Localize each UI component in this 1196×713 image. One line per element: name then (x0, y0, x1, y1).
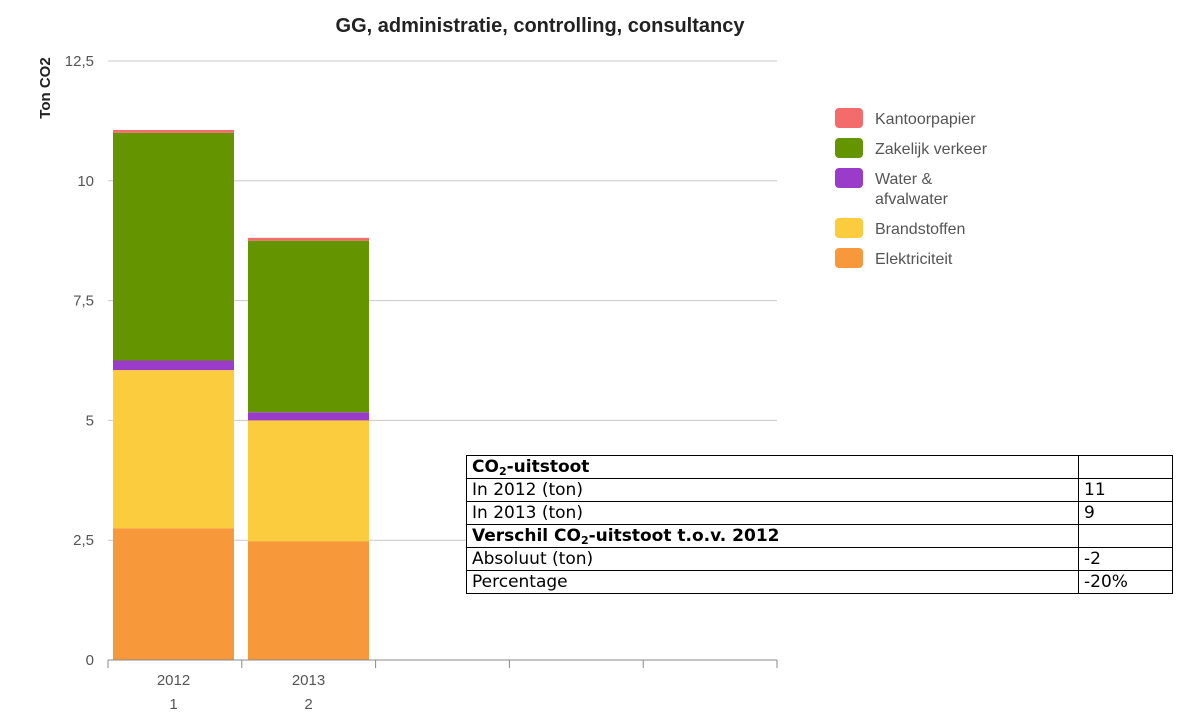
legend-label: afvalwater (875, 191, 949, 208)
y-tick-label: 12,5 (65, 53, 94, 70)
table-header: CO2-uitstoot (466, 455, 1079, 479)
bar-segment (113, 130, 234, 133)
x-axis: 2012 1 2013 2 (107, 659, 778, 713)
bar-segment (248, 237, 369, 241)
legend-label: Elektriciteit (875, 251, 953, 268)
y-tick-label: 5 (86, 412, 94, 429)
legend-swatch (835, 248, 863, 268)
table-row: Percentage -20% (466, 570, 1173, 594)
header-text-prefix: CO (472, 457, 499, 477)
bar-segment (113, 528, 234, 660)
header-text-sub: 2 (498, 465, 507, 478)
y-tick-labels: 0 2,5 5 7,5 10 12,5 (65, 53, 94, 669)
row-label: Absoluut (ton) (466, 547, 1079, 571)
y-tick-label: 2,5 (73, 532, 94, 549)
row-value: -2 (1078, 547, 1173, 571)
row-value: -20% (1078, 570, 1173, 594)
y-tick-label: 0 (86, 652, 94, 669)
x-tick-label: 2012 (157, 672, 190, 689)
legend-swatch (835, 138, 863, 158)
row-label: In 2013 (ton) (466, 501, 1079, 525)
legend-swatch (835, 168, 863, 188)
table-section-row: Verschil CO2-uitstoot t.o.v. 2012 (466, 524, 1173, 548)
legend-swatch (835, 108, 863, 128)
legend-label: Brandstoffen (875, 221, 965, 238)
bar-segment (113, 370, 234, 529)
row-value: 11 (1078, 478, 1173, 502)
bar-segment (248, 420, 369, 542)
row-label: Percentage (466, 570, 1079, 594)
y-tick-label: 10 (77, 173, 94, 190)
y-tick-label: 7,5 (73, 293, 94, 310)
row-label: In 2012 (ton) (466, 478, 1079, 502)
table-row: In 2013 (ton) 9 (466, 501, 1173, 525)
section-text-prefix: Verschil CO (472, 526, 581, 546)
chart-title: GG, administratie, controlling, consulta… (336, 15, 746, 37)
legend-swatch (835, 218, 863, 238)
row-value: 9 (1078, 501, 1173, 525)
table-row: Absoluut (ton) -2 (466, 547, 1173, 571)
table-section-empty-cell (1078, 524, 1173, 548)
x-tick-sublabel: 1 (169, 696, 177, 713)
legend-label: Zakelijk verkeer (875, 141, 988, 158)
section-text-sub: 2 (580, 534, 589, 547)
table-section-header: Verschil CO2-uitstoot t.o.v. 2012 (466, 524, 1079, 548)
bars (113, 130, 369, 660)
table-row: In 2012 (ton) 11 (466, 478, 1173, 502)
bar-segment (248, 412, 369, 421)
bar-segment (248, 541, 369, 660)
bar-segment (113, 360, 234, 371)
y-axis-label: Ton CO2 (37, 57, 54, 118)
section-text-suffix: -uitstoot t.o.v. 2012 (588, 526, 780, 546)
legend: Kantoorpapier Zakelijk verkeer Water & afva… (835, 108, 988, 268)
table-header-row: CO2-uitstoot (466, 455, 1173, 479)
legend-label: Kantoorpapier (875, 111, 976, 128)
x-tick-sublabel: 2 (304, 696, 312, 713)
bar-segment (113, 132, 234, 361)
legend-label: Water & (875, 171, 933, 188)
co2-summary-table: CO2-uitstoot In 2012 (ton) 11 In 2013 (t… (466, 455, 1173, 594)
x-tick-label: 2013 (292, 672, 325, 689)
bar-segment (248, 240, 369, 413)
table-header-empty-cell (1078, 455, 1173, 479)
header-text-suffix: -uitstoot (506, 457, 590, 477)
